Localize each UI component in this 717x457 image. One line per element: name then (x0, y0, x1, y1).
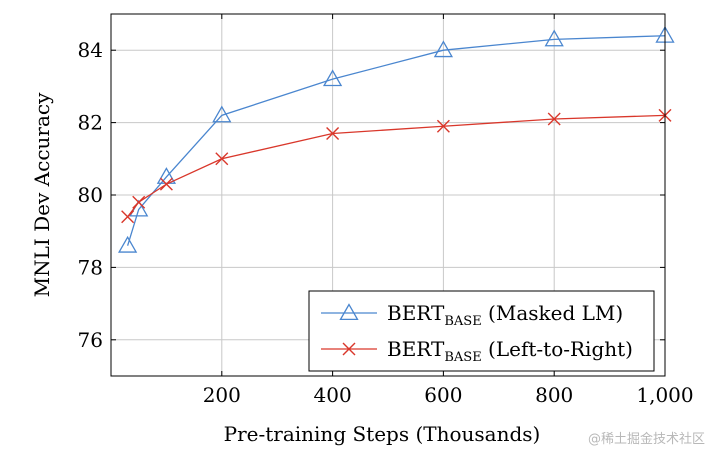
series-line (126, 35, 666, 246)
data-point (215, 152, 229, 166)
x-tick-label: 1,000 (636, 383, 693, 407)
x-tick-label: 600 (424, 383, 462, 407)
watermark: @稀土掘金技术社区 (587, 432, 705, 447)
data-point (132, 195, 146, 209)
y-tick-label: 82 (78, 111, 103, 135)
data-point (117, 235, 138, 253)
x-tick-label: 800 (535, 383, 573, 407)
legend-entry: BERTBASE (Masked LM) (321, 301, 623, 329)
legend: BERTBASE (Masked LM) BERTBASE (Left-to-Ri… (308, 290, 655, 372)
data-point (159, 177, 173, 191)
legend-marker (342, 342, 356, 356)
ticks: 200 400 600 800 1,000 76 78 80 82 84 (78, 14, 694, 407)
y-tick-label: 84 (78, 38, 103, 62)
series-layer (117, 25, 675, 253)
legend-marker (339, 303, 359, 321)
y-tick-label: 76 (78, 328, 103, 352)
data-point (436, 119, 450, 133)
data-point (547, 112, 561, 126)
x-tick-label: 400 (314, 383, 352, 407)
y-tick-label: 80 (78, 183, 103, 207)
data-point (433, 40, 454, 58)
series-0 (117, 25, 675, 253)
legend-entry: BERTBASE (Left-to-Right) (321, 337, 633, 365)
series-1 (121, 108, 672, 224)
series-line (127, 114, 666, 218)
data-point (212, 105, 232, 123)
y-axis-label: MNLI Dev Accuracy (30, 92, 54, 297)
x-axis-label: Pre-training Steps (Thousands) (224, 422, 541, 446)
data-point (322, 69, 343, 87)
data-point (544, 29, 564, 47)
x-tick-label: 200 (203, 383, 241, 407)
legend-label: BERTBASE (Left-to-Right) (387, 337, 633, 365)
y-tick-label: 78 (78, 255, 103, 279)
legend-box (308, 290, 655, 372)
data-point (326, 126, 340, 140)
axis-labels: Pre-training Steps (Thousands) MNLI Dev A… (30, 92, 540, 446)
legend-label: BERTBASE (Masked LM) (387, 301, 623, 329)
data-point (121, 210, 135, 224)
